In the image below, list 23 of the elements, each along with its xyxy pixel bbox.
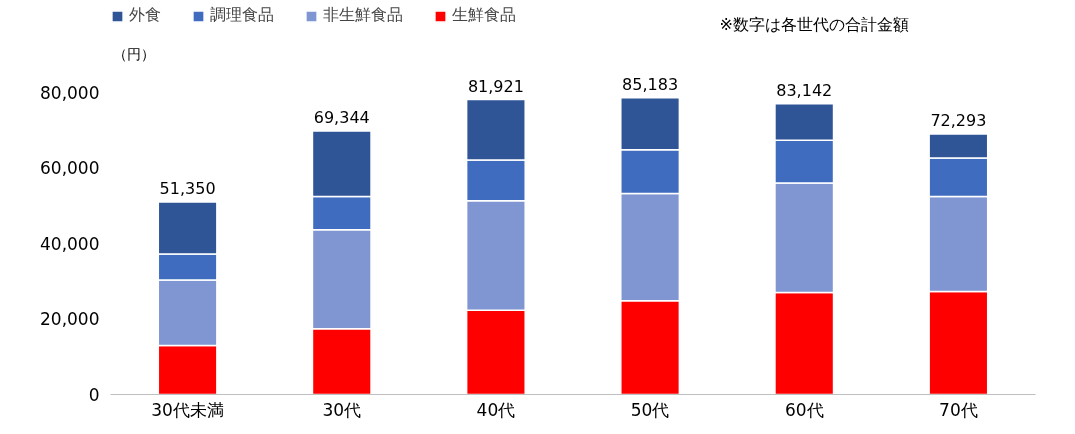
annotation: ※数字は各世代の合計金額 xyxy=(719,14,909,34)
x-tick-label: 30代未満 xyxy=(151,399,224,420)
annotation: 51,350 xyxy=(159,178,216,198)
legend-label: 生鮮食品 xyxy=(452,5,516,26)
x-tick-label: 30代 xyxy=(322,399,362,420)
y-tick-label: 20,000 xyxy=(40,309,100,330)
y-tick-label: 40,000 xyxy=(40,233,100,254)
x-tick-label: 50代 xyxy=(630,399,670,420)
x-tick-label: 70代 xyxy=(939,399,978,420)
x-tick-label: 60代 xyxy=(784,399,824,420)
y-tick-label: 0 xyxy=(88,385,100,405)
legend-label: 非生鮮食品 xyxy=(323,5,403,26)
annotation: 85,183 xyxy=(622,74,679,94)
y-tick-label: 60,000 xyxy=(40,158,100,179)
legend-label: 調理食品 xyxy=(210,5,274,26)
y-tick-label: 80,000 xyxy=(40,82,100,103)
legend-label: 外食 xyxy=(129,5,161,26)
annotation: 81,921 xyxy=(467,76,524,96)
y-axis-title: （円） xyxy=(112,46,155,63)
annotation: 72,293 xyxy=(930,110,987,130)
annotation: 83,142 xyxy=(776,80,833,100)
x-tick-label: 40代 xyxy=(476,399,516,420)
annotation: 69,344 xyxy=(313,107,370,127)
